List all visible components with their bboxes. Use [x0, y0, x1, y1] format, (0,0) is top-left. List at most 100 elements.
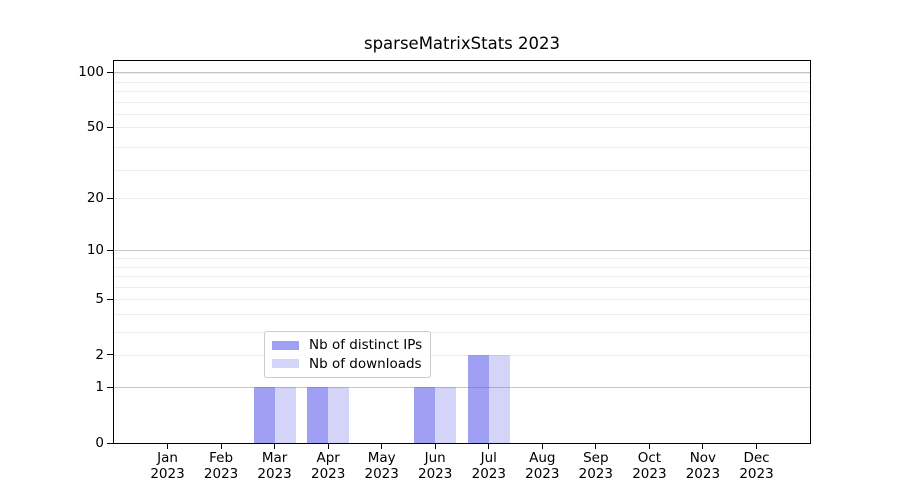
x-tick-year: 2023 [364, 465, 399, 482]
gridline-minor [114, 313, 810, 315]
gridline-minor [114, 354, 810, 356]
x-tick-label: Jun 2023 [403, 450, 467, 482]
x-tick-month: Mar [261, 450, 288, 466]
x-tick-month: Aug [529, 450, 556, 466]
gridline-minor [114, 286, 810, 288]
x-tick-year: 2023 [311, 465, 346, 482]
x-axis-tick [274, 443, 276, 449]
legend-swatch [272, 340, 299, 350]
gridline-minor [114, 169, 810, 171]
gridline-minor [114, 114, 810, 115]
bar-downloads [328, 387, 350, 443]
gridline-minor [114, 266, 810, 268]
x-tick-label: Aug 2023 [510, 450, 574, 482]
y-tick-label: 2 [95, 346, 104, 363]
x-axis-tick [702, 443, 704, 449]
x-tick-month: Jan [157, 450, 178, 466]
bar-distinct-ips [467, 354, 489, 443]
x-tick-month: Apr [316, 450, 340, 466]
x-tick-label: Sep 2023 [564, 450, 628, 482]
x-tick-month: Jul [480, 450, 497, 466]
y-tick-label: 0 [95, 435, 104, 451]
x-tick-year: 2023 [150, 465, 185, 482]
gridline-minor [114, 258, 810, 259]
gridline-minor [114, 146, 810, 148]
y-axis-tick [107, 126, 113, 128]
x-tick-year: 2023 [203, 465, 239, 482]
gridline-major [114, 250, 810, 252]
gridline-minor [114, 101, 810, 103]
x-tick-month: Sep [583, 450, 609, 466]
x-tick-year: 2023 [578, 465, 613, 482]
x-tick-month: May [367, 450, 396, 466]
x-tick-year: 2023 [471, 465, 506, 482]
x-tick-month: Nov [689, 450, 717, 466]
x-tick-month: Feb [209, 450, 234, 466]
y-tick-label: 10 [86, 242, 104, 259]
gridline-minor [114, 275, 810, 277]
legend-item-label: Nb of distinct IPs [309, 337, 423, 354]
bar-downloads [488, 354, 510, 443]
x-tick-label: Jan 2023 [136, 450, 200, 482]
x-axis-tick [541, 443, 543, 449]
bar-distinct-ips [253, 387, 275, 443]
y-axis-tick [107, 71, 113, 73]
x-tick-year: 2023 [632, 465, 667, 482]
legend-item: Nb of downloads [272, 355, 422, 374]
x-tick-year: 2023 [257, 465, 292, 482]
x-axis-tick [488, 443, 490, 449]
x-axis-tick [166, 443, 169, 449]
gridline-major [114, 72, 810, 74]
y-axis-tick [107, 386, 113, 388]
gridline-minor [114, 331, 810, 333]
gridline-minor [114, 73, 810, 74]
bar-distinct-ips [414, 387, 436, 443]
bar-downloads [274, 387, 296, 443]
chart-title: sparseMatrixStats 2023 [363, 34, 561, 53]
x-tick-label: Jul 2023 [457, 450, 521, 482]
x-tick-label: Oct 2023 [617, 450, 681, 482]
gridline-minor [114, 81, 810, 83]
x-axis-tick [220, 443, 222, 449]
x-axis-tick [595, 443, 597, 449]
x-tick-label: Mar 2023 [243, 450, 307, 482]
y-axis-tick [107, 442, 113, 444]
plot-area: 0 1 2 5 10 20 50 100 Jan 2023 Feb 2023 Mar 2023 Apr 202… [78, 60, 811, 481]
x-axis-tick [327, 443, 329, 449]
bar-downloads [435, 387, 457, 443]
y-tick-label: 50 [86, 119, 104, 136]
x-axis-tick [755, 443, 758, 449]
x-tick-year: 2023 [739, 465, 774, 482]
legend-item: Nb of distinct IPs [272, 336, 422, 355]
x-tick-label: Feb 2023 [189, 450, 253, 482]
x-tick-year: 2023 [418, 465, 453, 482]
y-tick-label: 5 [95, 291, 104, 307]
x-tick-month: Dec [743, 450, 770, 466]
legend-swatch [272, 359, 299, 369]
y-tick-label: 20 [86, 190, 104, 207]
x-tick-year: 2023 [685, 465, 721, 482]
y-axis-tick [107, 197, 113, 200]
x-axis-tick [434, 443, 436, 449]
x-tick-label: May 2023 [350, 450, 414, 482]
x-tick-year: 2023 [525, 465, 560, 482]
x-axis-tick [648, 443, 650, 449]
y-axis-tick [107, 354, 113, 356]
x-tick-label: Nov 2023 [671, 450, 735, 482]
bar-distinct-ips [307, 387, 329, 443]
y-tick-label: 1 [95, 379, 104, 396]
x-tick-month: Jun [424, 450, 446, 466]
y-tick-label: 100 [78, 64, 104, 81]
gridline-minor [114, 198, 810, 200]
y-axis-tick [107, 298, 113, 300]
gridline-minor [114, 90, 810, 92]
x-tick-label: Dec 2023 [725, 450, 789, 482]
x-axis-tick [381, 443, 383, 449]
legend: Nb of distinct IPs Nb of downloads [264, 331, 432, 378]
y-axis-tick [107, 249, 113, 251]
gridline-minor [114, 299, 810, 300]
gridline-major [114, 387, 810, 389]
gridline-minor [114, 127, 810, 129]
x-tick-month: Oct [637, 450, 662, 466]
